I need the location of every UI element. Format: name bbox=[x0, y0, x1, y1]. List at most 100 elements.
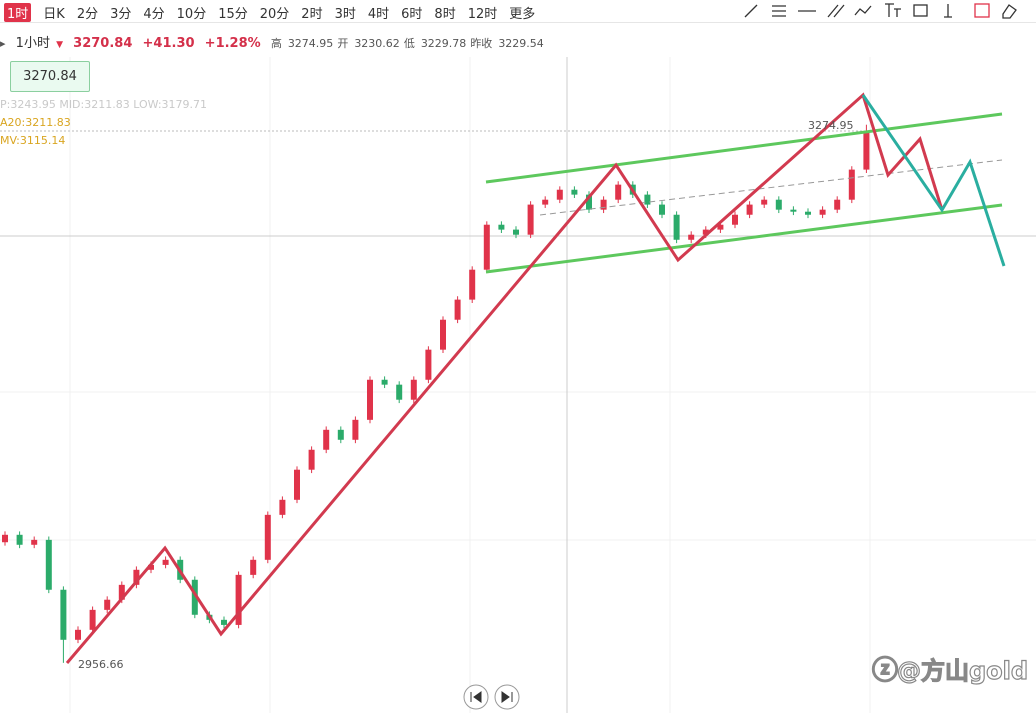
period-button[interactable]: 10分 bbox=[176, 7, 207, 22]
candle-body bbox=[761, 199, 768, 205]
mv-indicator: MV:3115.14 bbox=[0, 134, 66, 147]
period-button[interactable]: 20分 bbox=[259, 7, 290, 22]
candle-body bbox=[834, 199, 841, 210]
quote-info: ▸ 1小时 ▼ 3270.84 +41.30 +1.28% 高 3274.95 开 3… bbox=[0, 36, 544, 51]
candle-body bbox=[2, 534, 8, 543]
candle-body bbox=[16, 534, 23, 545]
candle-body bbox=[790, 209, 797, 212]
period-button[interactable]: 日K bbox=[43, 7, 65, 22]
candle-body bbox=[45, 539, 52, 590]
candle-body bbox=[191, 579, 198, 615]
candle-body bbox=[294, 469, 300, 500]
period-button[interactable]: 15分 bbox=[218, 7, 248, 22]
ma-indicator: A20:3211.83 bbox=[0, 116, 71, 129]
candle-body bbox=[542, 199, 549, 205]
boll-indicator: P:3243.95 MID:3211.83 LOW:3179.71 bbox=[0, 98, 208, 111]
candle-body bbox=[483, 224, 490, 270]
field-value: 3274.95 bbox=[287, 37, 334, 50]
candle-body bbox=[104, 599, 111, 610]
candle-body bbox=[805, 211, 811, 215]
candle-body bbox=[425, 349, 432, 380]
period-button[interactable]: 1时 bbox=[4, 3, 32, 22]
candle-body bbox=[615, 184, 622, 200]
field-label: 高 bbox=[270, 37, 282, 50]
field-value: 3229.54 bbox=[498, 37, 544, 50]
high-annotation: 3274.95 bbox=[808, 119, 854, 132]
candle-body bbox=[367, 379, 373, 420]
candle-body bbox=[819, 209, 826, 215]
candle-body bbox=[586, 194, 592, 210]
candle-body bbox=[571, 189, 578, 195]
candle-body bbox=[863, 131, 870, 170]
drawings bbox=[65, 92, 1006, 664]
candle-body bbox=[848, 169, 855, 200]
price-box: 3270.84 bbox=[10, 61, 90, 92]
playback-controls[interactable] bbox=[463, 684, 520, 710]
candle-body bbox=[148, 564, 154, 570]
period-button[interactable]: 3时 bbox=[334, 7, 356, 22]
candle-body bbox=[410, 379, 417, 400]
drawing-tools[interactable] bbox=[744, 3, 1017, 19]
candle-body bbox=[440, 319, 446, 350]
field-label: 昨收 bbox=[470, 37, 493, 50]
period-button[interactable]: 4时 bbox=[367, 7, 390, 22]
candle-body bbox=[498, 224, 505, 230]
candle-body bbox=[118, 584, 125, 600]
candle-body bbox=[337, 429, 344, 440]
field-label: 低 bbox=[403, 37, 415, 50]
candle-body bbox=[688, 234, 695, 240]
candle-body bbox=[279, 499, 286, 515]
candle-body bbox=[556, 189, 563, 200]
period-select[interactable]: 1小时 bbox=[15, 36, 50, 51]
candle-body bbox=[308, 449, 315, 470]
candle-body bbox=[702, 229, 709, 235]
candle-body bbox=[746, 204, 753, 215]
candle-body bbox=[323, 429, 330, 450]
period-button[interactable]: 2分 bbox=[76, 7, 99, 22]
period-button[interactable]: 更多 bbox=[509, 7, 536, 22]
change: +41.30 bbox=[142, 36, 195, 51]
candle-body bbox=[235, 574, 242, 625]
candle-body bbox=[717, 224, 724, 230]
period-toolbar: 1时 日K 2分 3分 4分 10分 15分 20分 2时 3时 4时 6时 8时 12时 更多 bbox=[0, 0, 1036, 23]
candle-body bbox=[732, 214, 738, 225]
candle-body bbox=[89, 609, 96, 630]
period-button[interactable]: 6时 bbox=[401, 7, 423, 22]
candle-body bbox=[352, 419, 359, 440]
candle-body bbox=[513, 229, 519, 235]
period-button[interactable]: 4分 bbox=[143, 7, 165, 22]
candle-body bbox=[381, 379, 388, 385]
period-button[interactable]: 12时 bbox=[467, 7, 498, 22]
candle-body bbox=[659, 204, 665, 215]
field-value: 3230.62 bbox=[354, 37, 400, 50]
candle-body bbox=[221, 619, 227, 625]
period-button[interactable]: 8时 bbox=[434, 7, 456, 22]
candle-body bbox=[264, 514, 271, 560]
collapse-icon[interactable]: ▸ bbox=[0, 37, 6, 50]
candle-body bbox=[31, 539, 38, 545]
candle-body bbox=[133, 569, 140, 585]
candle-body bbox=[600, 199, 607, 210]
candle-body bbox=[775, 199, 782, 210]
period-button[interactable]: 3分 bbox=[110, 7, 132, 22]
last-price: 3270.84 bbox=[73, 36, 133, 51]
field-value: 3229.78 bbox=[420, 37, 467, 50]
candle-body bbox=[396, 384, 403, 400]
candle-body bbox=[527, 204, 534, 235]
period-button[interactable]: 2时 bbox=[301, 7, 323, 22]
change-pct: +1.28% bbox=[204, 36, 261, 51]
candle-body bbox=[469, 269, 476, 300]
watermark: @方山gold bbox=[897, 657, 1028, 685]
candle-body bbox=[60, 589, 67, 640]
candle-body bbox=[75, 629, 81, 640]
low-annotation: 2956.66 bbox=[78, 658, 124, 671]
watermark-logo: ⓩ bbox=[872, 655, 898, 686]
candle-body bbox=[644, 194, 651, 205]
candle-body bbox=[454, 299, 461, 320]
candle-body bbox=[250, 559, 257, 575]
field-label: 开 bbox=[337, 37, 349, 50]
candle-body bbox=[673, 214, 680, 240]
candle-body bbox=[162, 559, 169, 565]
